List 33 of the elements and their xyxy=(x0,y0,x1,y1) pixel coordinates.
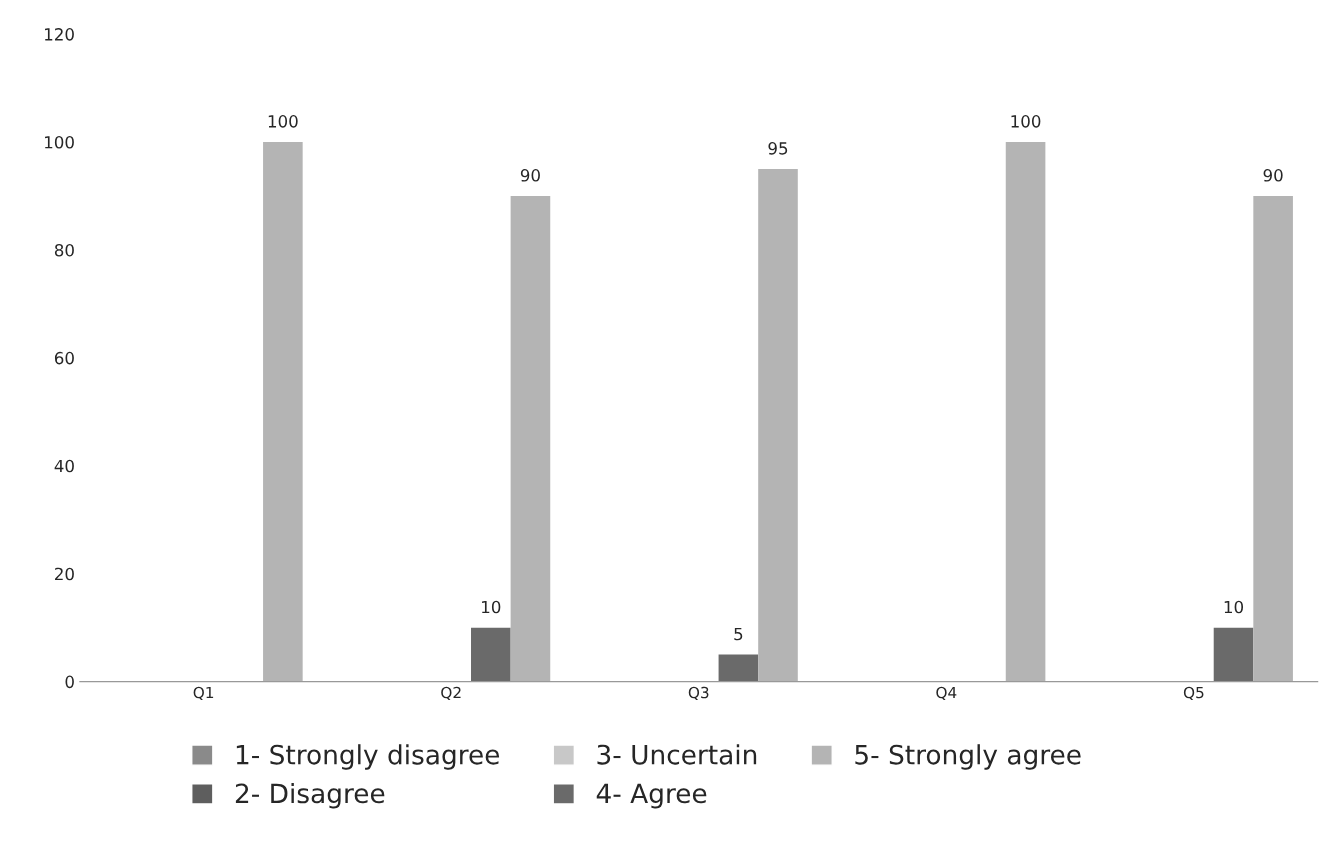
bar xyxy=(1005,142,1046,682)
y-tick-label: 100 xyxy=(45,135,74,149)
y-tick-label: 120 xyxy=(45,28,74,41)
x-tick-label: Q5 xyxy=(1183,686,1204,701)
y-tick-label: 60 xyxy=(54,351,74,365)
data-label: 95 xyxy=(768,142,788,155)
data-label: 10 xyxy=(482,600,501,614)
bar xyxy=(263,142,303,682)
y-tick-label: 80 xyxy=(54,243,74,257)
legend-label: 1- Strongly disagree xyxy=(236,744,500,770)
y-tick-label: 20 xyxy=(55,567,74,581)
legend-label: 4- Agree xyxy=(596,783,707,809)
bar xyxy=(758,168,798,682)
data-label: 90 xyxy=(520,169,540,182)
data-label: 100 xyxy=(268,115,298,128)
data-label: 100 xyxy=(1011,115,1041,128)
y-tick-label: 40 xyxy=(54,459,74,473)
bar xyxy=(510,195,551,682)
data-label: 10 xyxy=(1224,600,1244,614)
bar xyxy=(471,627,511,682)
legend-label: 2- Disagree xyxy=(235,782,385,809)
y-tick-label: 0 xyxy=(65,675,74,689)
x-tick-label: Q3 xyxy=(688,686,709,701)
x-tick-label: Q1 xyxy=(193,686,214,701)
bar xyxy=(1213,627,1254,682)
legend-label: 3- Uncertain xyxy=(597,744,757,765)
bar xyxy=(1253,195,1293,682)
data-label: 90 xyxy=(1263,169,1283,182)
legend-label: 5- Strongly agree xyxy=(855,744,1081,770)
bar xyxy=(718,654,759,682)
x-tick-label: Q4 xyxy=(936,686,957,701)
x-tick-label: Q2 xyxy=(441,686,461,701)
data-label: 5 xyxy=(734,627,743,641)
